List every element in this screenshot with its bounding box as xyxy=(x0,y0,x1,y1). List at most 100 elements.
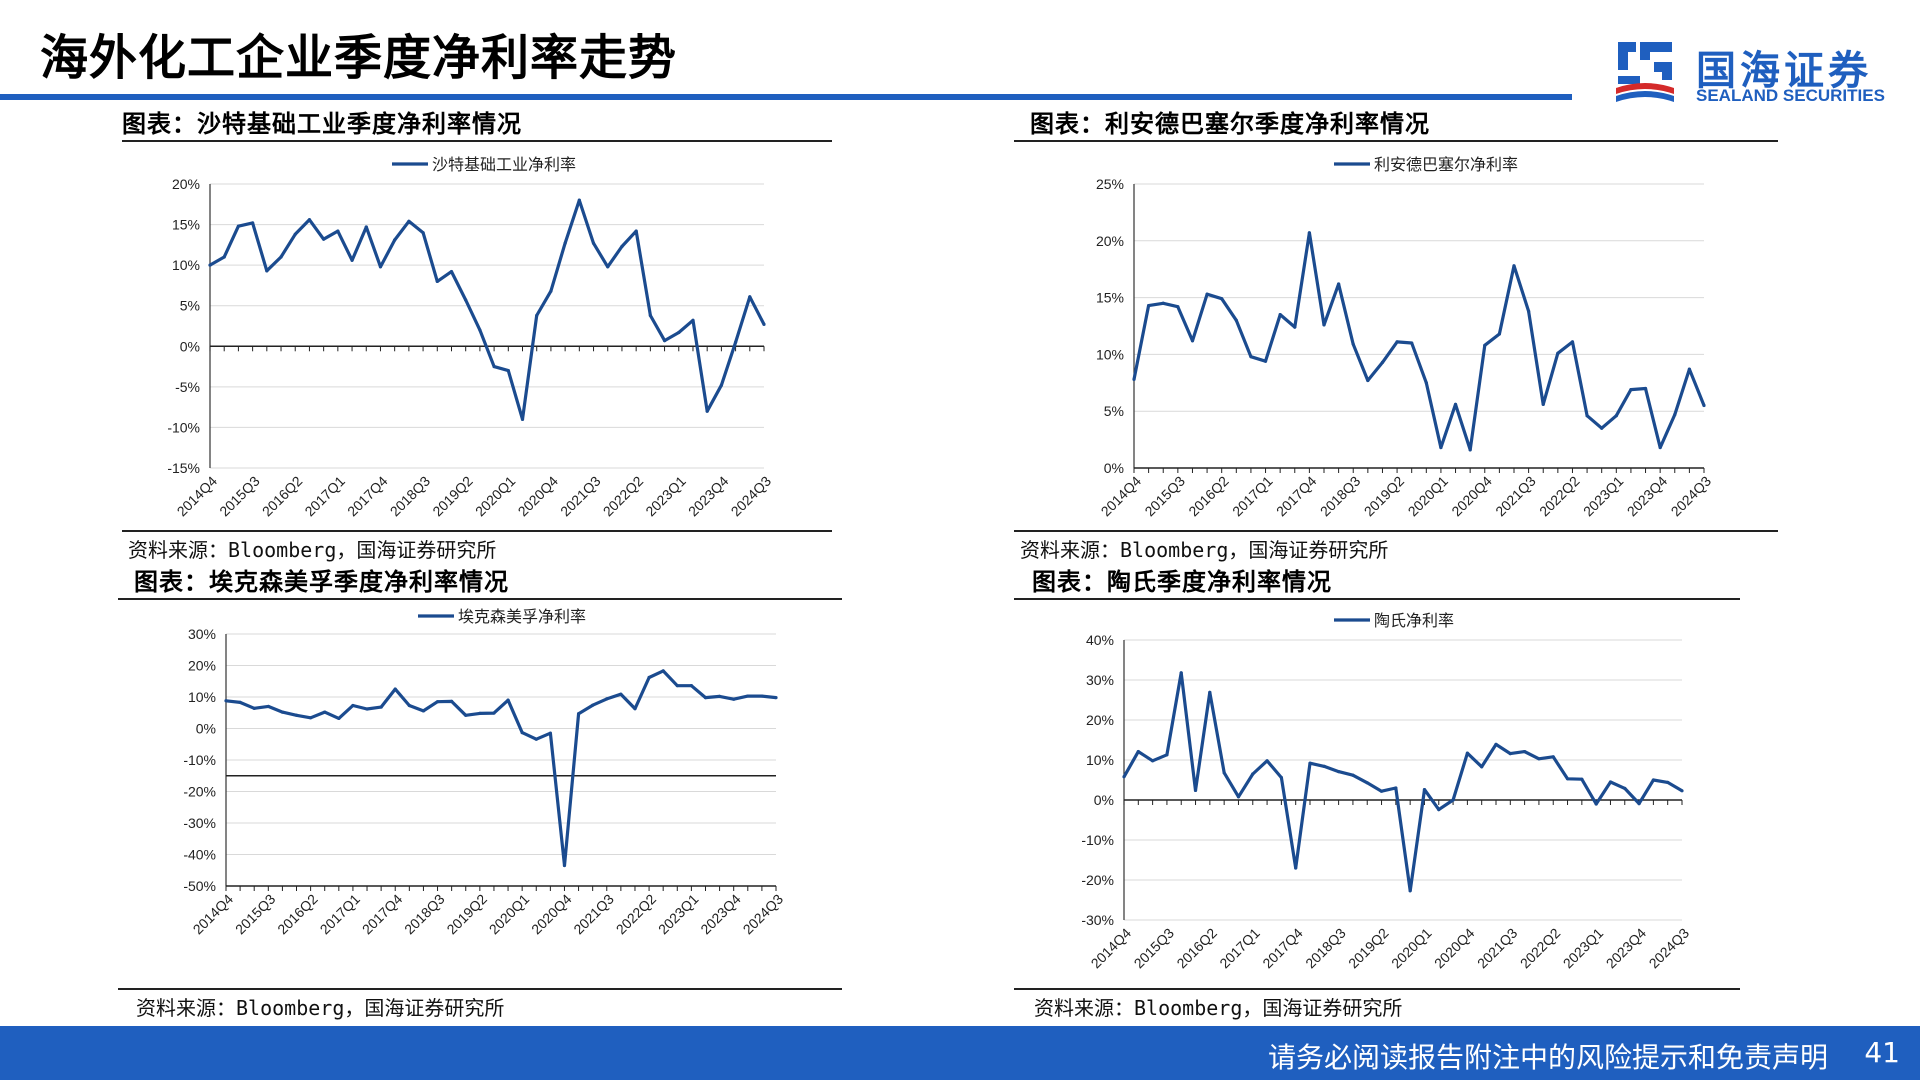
data-point xyxy=(1453,402,1458,406)
x-tick-label: 2017Q4 xyxy=(1273,473,1320,520)
data-point xyxy=(634,229,638,233)
data-point xyxy=(520,730,524,735)
data-point xyxy=(605,697,609,701)
data-point xyxy=(1222,771,1226,775)
y-tick-label: -20% xyxy=(183,784,216,800)
y-tick-label: -20% xyxy=(1081,872,1114,888)
data-point xyxy=(1643,386,1648,391)
data-point xyxy=(774,696,778,700)
data-point xyxy=(238,700,242,704)
data-point xyxy=(293,232,297,236)
data-point xyxy=(1658,445,1662,450)
data-point xyxy=(1483,343,1487,347)
data-point xyxy=(251,221,255,225)
data-point xyxy=(1570,340,1575,344)
sealand-logo-icon xyxy=(1616,42,1674,102)
data-point xyxy=(1265,759,1269,763)
data-point xyxy=(464,298,468,302)
data-point xyxy=(1366,378,1370,383)
data-point xyxy=(1278,313,1282,317)
x-tick-label: 2016Q2 xyxy=(274,891,321,938)
data-point xyxy=(478,328,482,332)
series-line xyxy=(1132,231,1706,452)
brand-logo: 国海证券 SEALAND SECURITIES xyxy=(1610,36,1885,106)
data-point xyxy=(1623,786,1627,790)
title-rule xyxy=(0,94,1572,100)
data-point xyxy=(689,684,693,688)
data-point xyxy=(421,231,425,235)
data-point xyxy=(421,709,426,713)
data-point xyxy=(1537,757,1541,761)
data-point xyxy=(1379,789,1384,793)
y-tick-label: -5% xyxy=(175,379,200,395)
legend-label: 埃克森美孚净利率 xyxy=(458,607,586,626)
data-point xyxy=(705,409,709,413)
x-tick-label: 2015Q3 xyxy=(1141,473,1188,520)
data-point xyxy=(351,703,355,708)
series-line xyxy=(225,669,777,868)
data-point xyxy=(691,318,695,322)
y-tick-label: 5% xyxy=(1104,403,1124,419)
data-point xyxy=(1179,671,1183,675)
data-point xyxy=(762,322,766,326)
data-point xyxy=(562,863,567,868)
data-point xyxy=(606,265,610,269)
data-point xyxy=(1147,303,1151,308)
data-point xyxy=(1351,342,1355,346)
data-point xyxy=(407,703,411,708)
data-point xyxy=(407,219,411,223)
data-point xyxy=(492,364,496,369)
x-tick-label: 2017Q1 xyxy=(301,473,348,520)
data-point xyxy=(1176,305,1180,309)
y-tick-label: 0% xyxy=(1104,460,1124,476)
data-point xyxy=(1422,788,1427,792)
data-point xyxy=(1637,802,1641,806)
data-point xyxy=(1293,325,1297,329)
data-point xyxy=(1193,788,1198,792)
chart-panel-lyondellbasell: 图表：利安德巴塞尔季度净利率情况 25% 20% 15% 10% 5% 0% 2014Q4 2… xyxy=(1014,104,1778,564)
data-point xyxy=(591,241,596,245)
y-tick-label: 15% xyxy=(172,217,200,233)
data-point xyxy=(633,707,637,711)
y-tick-label: -30% xyxy=(1081,912,1114,928)
data-point xyxy=(435,700,440,704)
data-point xyxy=(1322,323,1326,327)
data-point xyxy=(1666,780,1670,784)
data-point xyxy=(309,716,313,720)
data-point xyxy=(534,737,538,741)
data-point xyxy=(1205,292,1209,296)
data-point xyxy=(393,238,397,242)
line-chart-exxonmobil: 30%20%10%0%-10%-20%-30%-40%-50%2014Q4201… xyxy=(183,607,786,938)
chart-title: 图表：陶氏季度净利率情况 xyxy=(1032,568,1332,596)
source-note: 资料来源：Bloomberg，国海证券研究所 xyxy=(136,996,505,1020)
data-point xyxy=(364,225,368,229)
data-point xyxy=(576,712,581,716)
data-point xyxy=(435,279,439,283)
data-point xyxy=(1136,750,1140,754)
data-point xyxy=(1263,359,1268,363)
data-point xyxy=(717,694,722,698)
data-point xyxy=(1251,772,1255,776)
data-point xyxy=(1208,690,1212,694)
data-point xyxy=(1527,309,1531,313)
logo-english-text: SEALAND SECURITIES xyxy=(1696,86,1885,105)
x-tick-label: 2023Q4 xyxy=(1624,473,1671,520)
data-point xyxy=(1702,403,1706,408)
line-chart-lyondellbasell: 25% 20% 15% 10% 5% 0%2014Q42015Q32016Q22017Q1… xyxy=(1096,155,1714,520)
source-note: 资料来源：Bloomberg，国海证券研究所 xyxy=(1034,996,1403,1020)
x-tick-label: 2017Q1 xyxy=(1229,473,1276,520)
x-tick-label: 2023Q1 xyxy=(655,891,702,938)
chart-bottom-rule xyxy=(1014,988,1740,990)
x-tick-label: 2023Q4 xyxy=(1603,925,1650,972)
x-tick-label: 2018Q3 xyxy=(401,891,448,938)
data-point xyxy=(307,218,312,222)
y-tick-label: 10% xyxy=(1086,752,1114,768)
data-point xyxy=(337,716,341,721)
x-tick-label: 2014Q4 xyxy=(174,473,221,520)
y-tick-label: 20% xyxy=(1096,233,1124,249)
x-tick-label: 2014Q4 xyxy=(1098,473,1145,520)
legend-label: 沙特基础工业净利率 xyxy=(432,155,576,174)
x-tick-label: 2024Q3 xyxy=(728,473,775,520)
data-point xyxy=(252,706,256,710)
data-point xyxy=(719,383,723,387)
